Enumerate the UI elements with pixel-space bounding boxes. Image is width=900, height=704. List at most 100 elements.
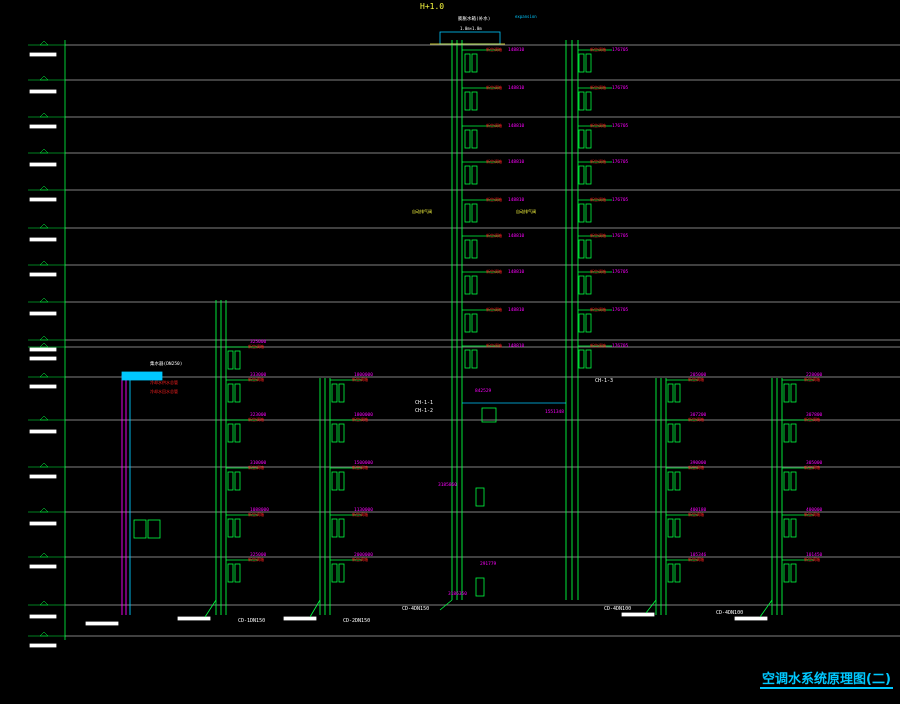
branch-value: 1088000 [250, 507, 269, 513]
branch-value: 148810 [508, 307, 525, 313]
footer-block [283, 616, 317, 621]
footer-block [734, 616, 768, 621]
valve-group [234, 563, 241, 583]
elevation-marker [29, 384, 57, 389]
elevation-triangle [39, 600, 49, 606]
branch-value: 333000 [250, 372, 267, 378]
branch-tag: 新空调箱 [804, 511, 820, 517]
valve-group [674, 518, 681, 538]
branch-tag: 新空调箱 [590, 268, 606, 274]
valve-group [471, 349, 478, 369]
valve-group [338, 383, 345, 403]
valve-group [667, 563, 674, 583]
valve-group [578, 349, 585, 369]
valve-group [464, 129, 471, 149]
valve-group [227, 423, 234, 443]
elevation-triangle [39, 260, 49, 266]
connection-pipe [759, 599, 773, 618]
valve-group [667, 423, 674, 443]
elevation-marker [29, 474, 57, 479]
branch-value: 1500000 [354, 460, 373, 466]
valve-group [234, 518, 241, 538]
bottom-tag: CD-2DN150 [343, 618, 370, 624]
valve-group [790, 518, 797, 538]
valve-group [471, 313, 478, 333]
branch-tag: 新空调箱 [248, 464, 264, 470]
valve-group [234, 350, 241, 370]
valve-group [790, 383, 797, 403]
valve-group [331, 383, 338, 403]
valve-group [585, 203, 592, 223]
branch-value: 310000 [250, 460, 267, 466]
valve-group [234, 423, 241, 443]
valve-group [783, 383, 790, 403]
branch-tag: 新空调箱 [590, 342, 606, 348]
elevation-triangle [39, 372, 49, 378]
elevation-triangle [39, 185, 49, 191]
branch-value: 176705 [612, 85, 629, 91]
branch-value: 176705 [612, 123, 629, 129]
valve-group [585, 91, 592, 111]
branch-tag: 新空调箱 [590, 158, 606, 164]
elevation-triangle [39, 148, 49, 154]
branch-tag: 新空调箱 [688, 376, 704, 382]
branch-tag: 新空调箱 [688, 416, 704, 422]
branch-tag: 新空调箱 [486, 306, 502, 312]
branch-tag: 新空调箱 [486, 84, 502, 90]
branch-tag: 新空调箱 [804, 376, 820, 382]
valve-group [331, 518, 338, 538]
branch-value: 325000 [250, 552, 267, 558]
elevation-triangle [39, 75, 49, 81]
valve-group [585, 129, 592, 149]
bottom-tag: CD-4DN150 [402, 606, 429, 612]
header-note: expansion [515, 14, 537, 19]
branch-tag: 新空调箱 [352, 511, 368, 517]
elevation-marker [29, 272, 57, 277]
valve-group [585, 275, 592, 295]
elevation-marker [29, 89, 57, 94]
elevation-triangle [39, 552, 49, 558]
branch-tag: 新空调箱 [352, 464, 368, 470]
valve-group [578, 275, 585, 295]
valve-group [578, 239, 585, 259]
branch-tag: 新空调箱 [804, 416, 820, 422]
branch-value: 305000 [806, 460, 823, 466]
riser-tag: CH-1-3 [595, 378, 613, 384]
pump-box [481, 407, 497, 423]
valve-group [585, 313, 592, 333]
branch-value: 842529 [475, 388, 492, 394]
valve-group [471, 203, 478, 223]
annotation: 冷却水回水总管 [150, 388, 178, 394]
valve-group [783, 563, 790, 583]
header-label: 集水器(DN250) [150, 360, 182, 367]
valve-group [790, 471, 797, 491]
branch-tag: 新空调箱 [590, 122, 606, 128]
branch-value: 148810 [508, 233, 525, 239]
elevation-triangle [39, 415, 49, 421]
branch-tag: 新空调箱 [248, 343, 264, 349]
branch-value: 176705 [612, 343, 629, 349]
annotation: 自动排气阀 [412, 208, 432, 214]
elevation-marker [29, 614, 57, 619]
branch-value: 1130000 [354, 507, 373, 513]
elevation-triangle [39, 342, 49, 348]
branch-value: 148810 [508, 47, 525, 53]
branch-value: 176705 [612, 269, 629, 275]
valve-group [667, 383, 674, 403]
riser-tag: CH-1-2 [415, 408, 433, 414]
elevation-triangle [39, 40, 49, 46]
connection-pipe [204, 599, 217, 618]
valve-group [227, 350, 234, 370]
branch-tag: 新空调箱 [688, 511, 704, 517]
branch-tag: 新空调箱 [804, 464, 820, 470]
branch-value: 291779 [480, 561, 497, 567]
valve-group [464, 275, 471, 295]
branch-value: 148810 [508, 85, 525, 91]
valve-group [471, 165, 478, 185]
valve-group [227, 518, 234, 538]
bottom-tag: CD-1DN150 [238, 618, 265, 624]
branch-tag: 新空调箱 [352, 376, 368, 382]
connection-pipe [645, 599, 657, 614]
